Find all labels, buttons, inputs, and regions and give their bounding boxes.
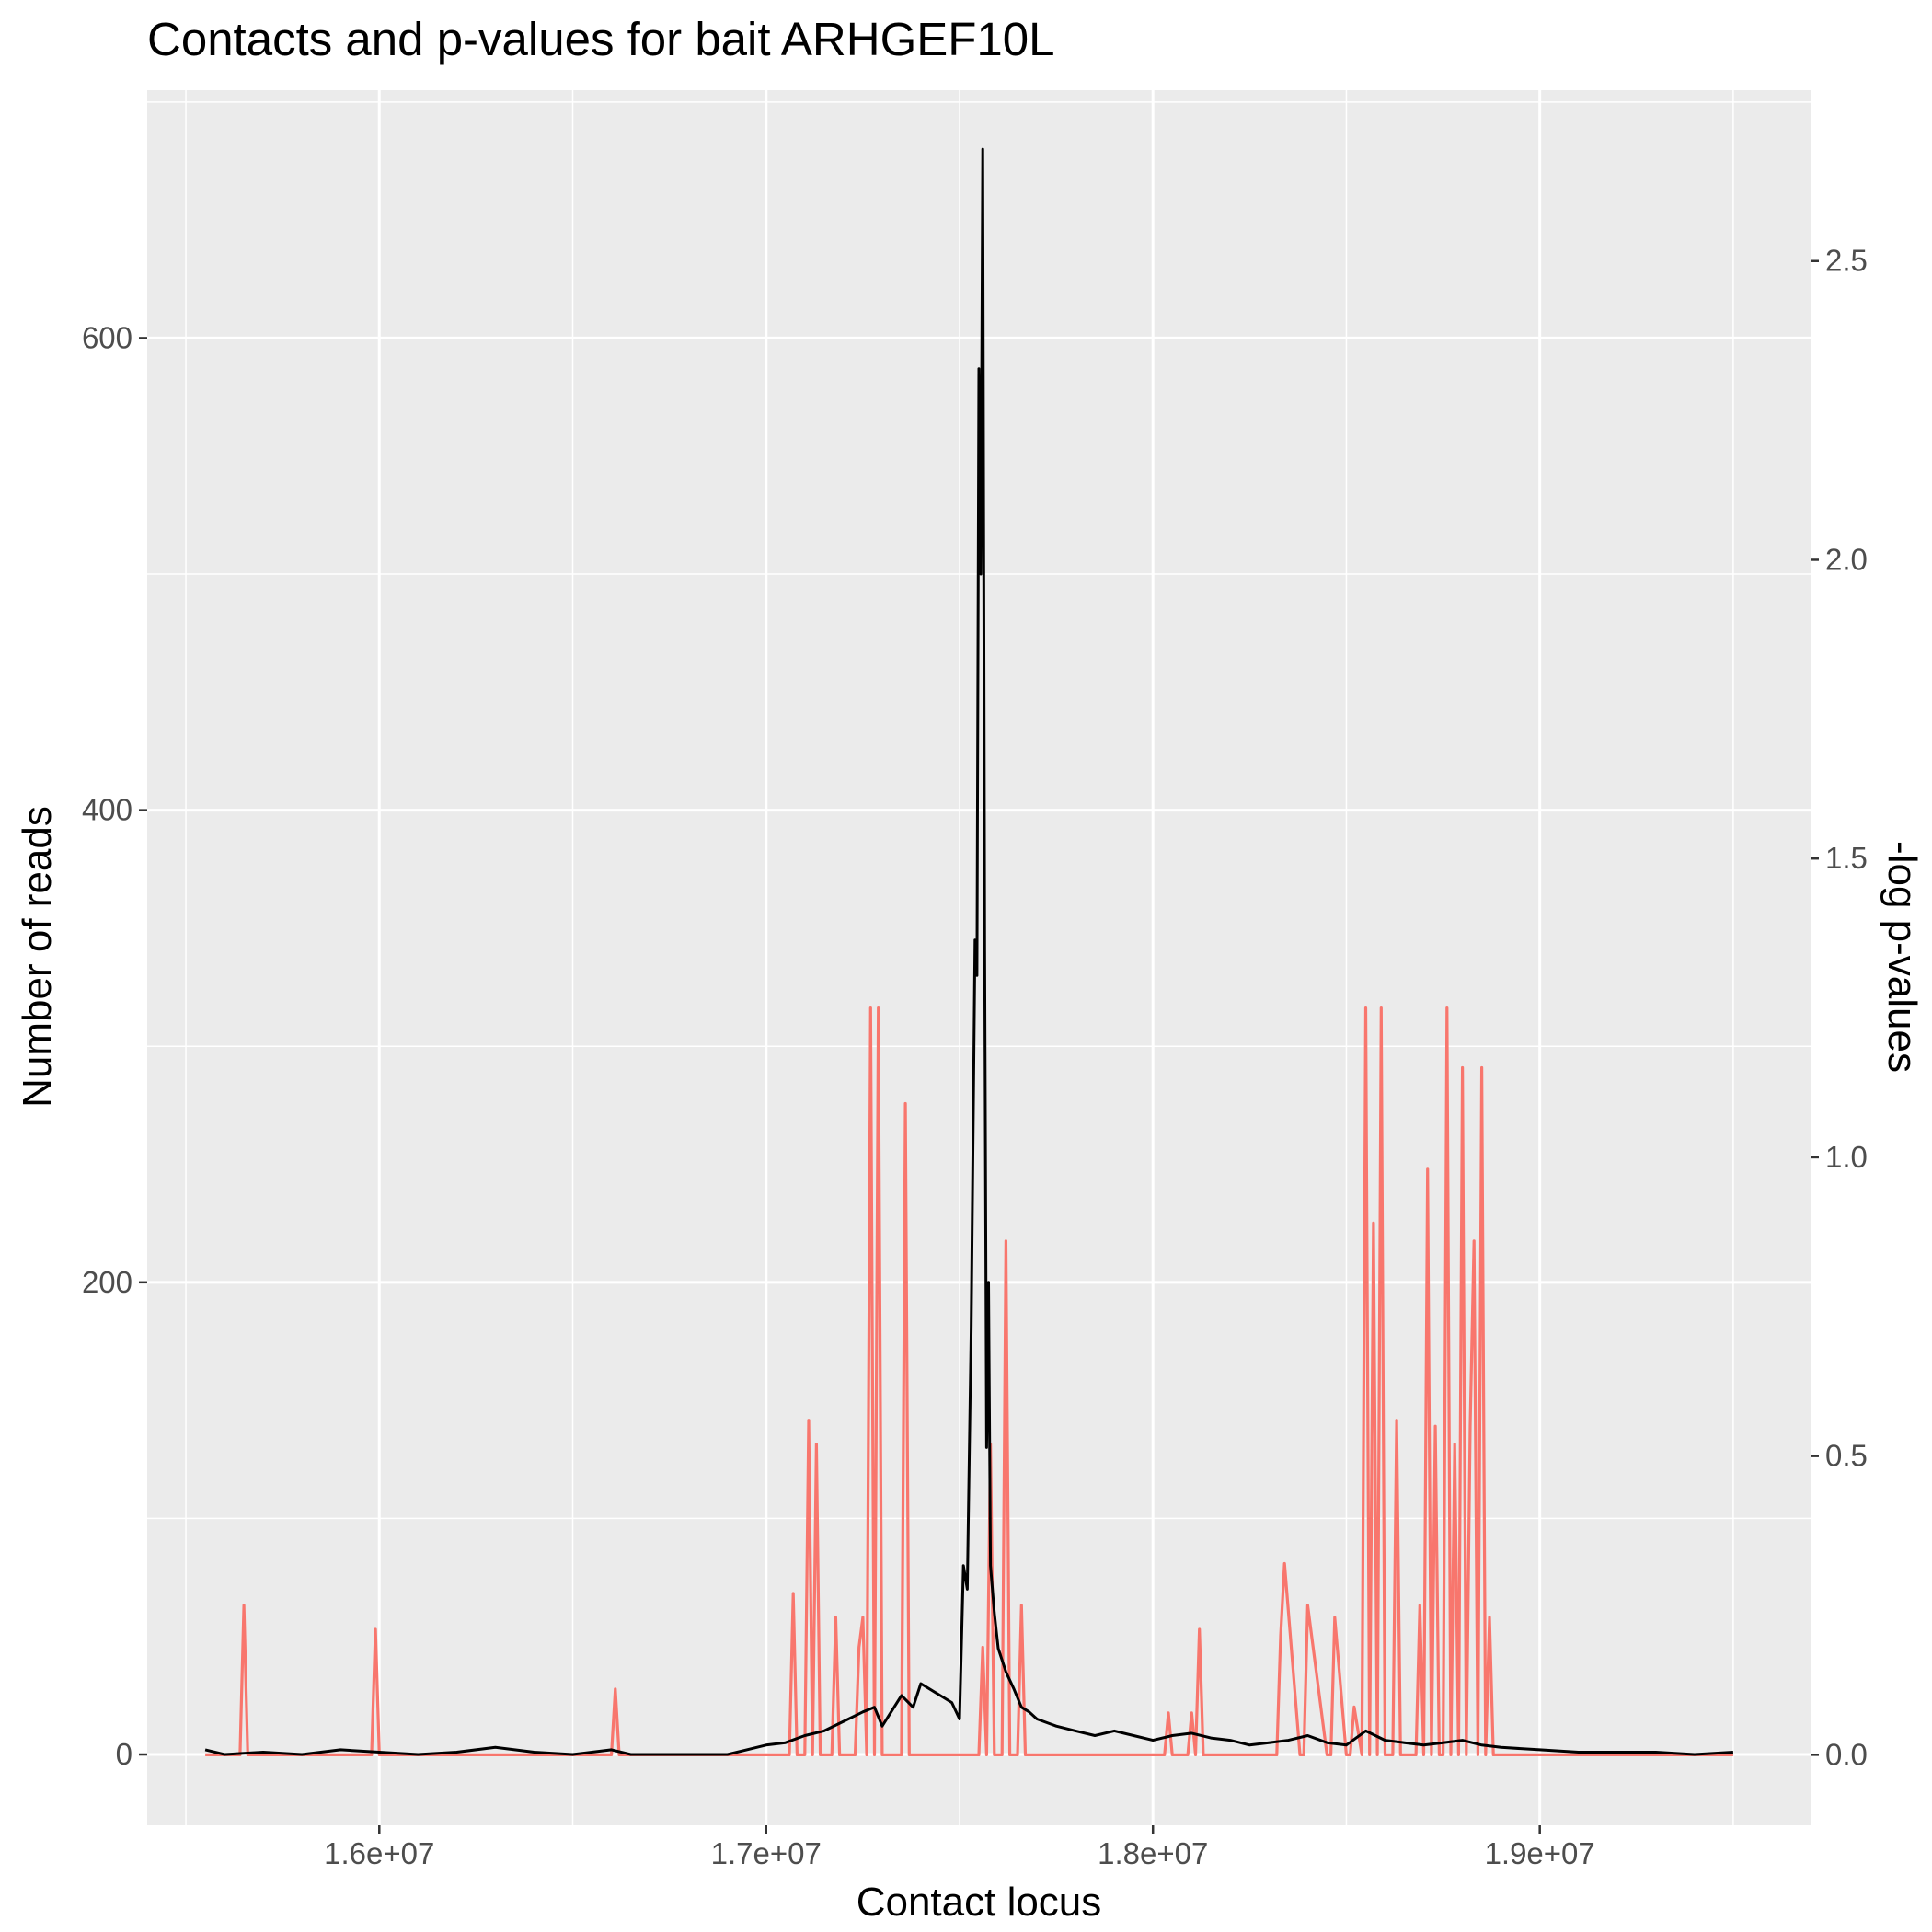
y2-tick-label: 1.5 bbox=[1825, 841, 1868, 875]
x-tick-label: 1.8e+07 bbox=[1098, 1836, 1208, 1870]
series-line-left bbox=[204, 147, 1733, 1756]
y-tick-label: 0 bbox=[116, 1737, 132, 1771]
series-line-right bbox=[205, 1006, 1733, 1757]
axes: 1.6e+07 1.7e+07 1.8e+07 1.9e+07 0 200 400 600 0.… bbox=[82, 244, 1868, 1870]
chart-title: Contacts and p-values for bait ARHGEF10L bbox=[147, 13, 1055, 65]
y2-tick-label: 2.5 bbox=[1825, 244, 1868, 278]
y2-tick-label: 2.0 bbox=[1825, 542, 1868, 576]
y2-tick-label: 1.0 bbox=[1825, 1140, 1868, 1174]
y2-axis-title: -log p-values bbox=[1880, 841, 1925, 1073]
series-layer bbox=[204, 147, 1733, 1757]
y-tick-label: 200 bbox=[82, 1265, 132, 1299]
y-axis-title: Number of reads bbox=[15, 806, 60, 1108]
x-axis-title: Contact locus bbox=[857, 1880, 1102, 1925]
y2-tick-label: 0.0 bbox=[1825, 1737, 1868, 1771]
x-tick-label: 1.6e+07 bbox=[324, 1836, 434, 1870]
y2-tick-label: 0.5 bbox=[1825, 1439, 1868, 1473]
x-tick-label: 1.7e+07 bbox=[711, 1836, 822, 1870]
y-tick-label: 600 bbox=[82, 320, 132, 354]
plot-panel bbox=[147, 90, 1811, 1825]
x-tick-label: 1.9e+07 bbox=[1485, 1836, 1595, 1870]
y-tick-label: 400 bbox=[82, 793, 132, 827]
